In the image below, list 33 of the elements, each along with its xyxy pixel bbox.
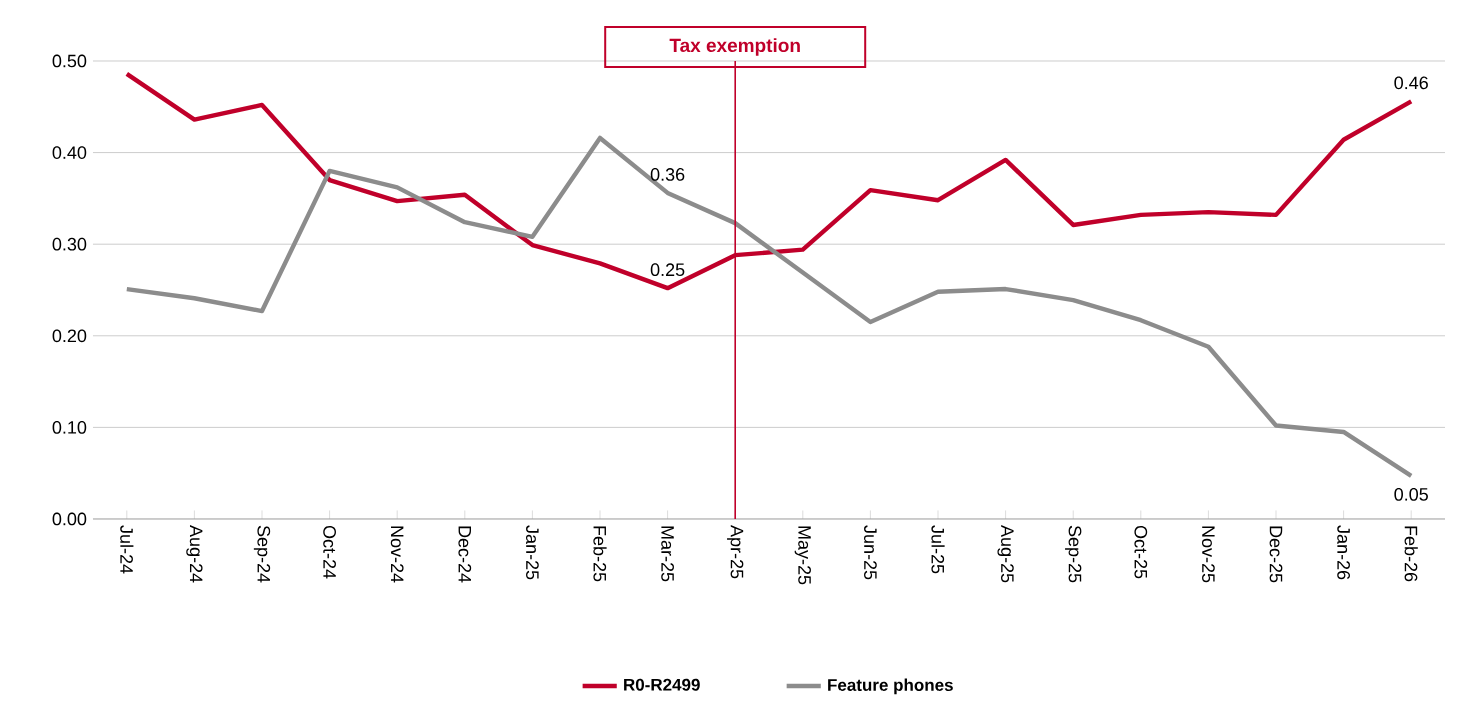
x-tick-label: Mar-25 xyxy=(661,526,674,582)
x-tick-label: May-25 xyxy=(794,526,811,585)
data-label: 0.36 xyxy=(650,168,685,181)
text: 0.40 xyxy=(52,146,87,159)
text: 0.30 xyxy=(52,237,87,251)
x-tick-label: Dec-25 xyxy=(1269,526,1283,583)
text: 0.00 xyxy=(52,512,87,526)
x-tick-label: Feb-25 xyxy=(593,526,607,582)
x-tick-label: Dec-24 xyxy=(458,526,472,583)
x-tick-label: Jan-26 xyxy=(1337,525,1350,580)
x-tick-label: Jun-25 xyxy=(864,525,877,580)
legend-label: R0-R2499 xyxy=(624,678,700,691)
x-tick-label: Aug-25 xyxy=(997,525,1014,583)
data-label: 0.46 xyxy=(1394,76,1428,90)
text: 0.50 xyxy=(52,54,87,68)
legend-label: Feature phones xyxy=(828,678,953,695)
data-label: 0.25 xyxy=(650,263,685,277)
x-tick-label: Oct-24 xyxy=(323,525,336,579)
x-tick-label: Feb-26 xyxy=(1404,526,1418,582)
x-tick-label: Jul-24 xyxy=(120,525,134,574)
x-tick-label: Aug-24 xyxy=(186,525,203,583)
x-tick-label: Jul-25 xyxy=(931,525,945,574)
x-tick-label: Apr-25 xyxy=(727,525,744,579)
x-tick-label: Nov-24 xyxy=(390,526,404,583)
x-tick-label: Sep-24 xyxy=(253,525,271,583)
x-tick-label: Sep-25 xyxy=(1065,525,1082,583)
data-label: 0.05 xyxy=(1394,487,1428,501)
x-tick-label: Jan-25 xyxy=(526,525,539,580)
x-tick-label: Oct-25 xyxy=(1134,525,1148,579)
text: 0.20 xyxy=(52,329,87,343)
ref-line-label: Tax exemption xyxy=(669,38,800,56)
x-tick-label: Nov-25 xyxy=(1202,526,1215,583)
text: 0.10 xyxy=(52,421,87,434)
